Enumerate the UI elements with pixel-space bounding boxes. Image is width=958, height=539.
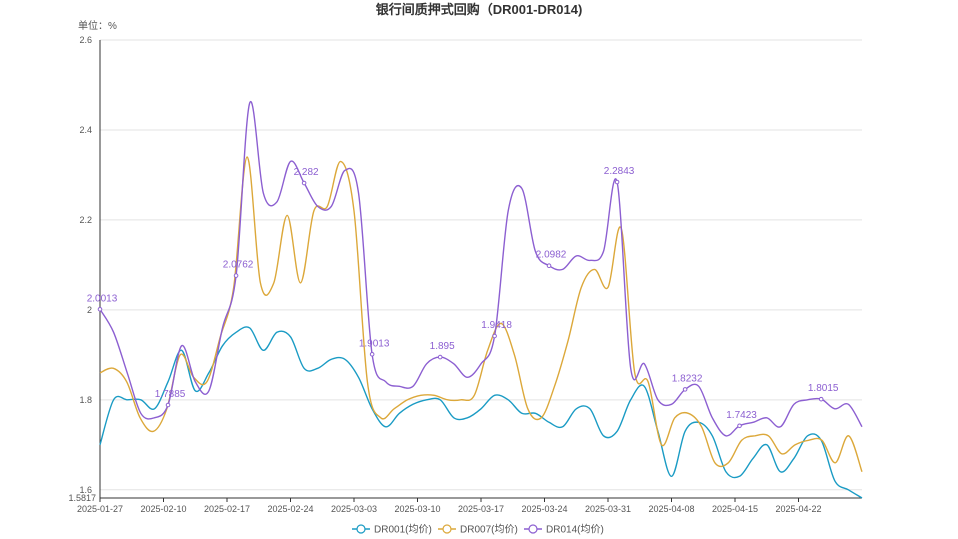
grid-lines bbox=[100, 39, 862, 491]
data-label: 2.0762 bbox=[223, 260, 254, 271]
x-tick-label: 2025-02-10 bbox=[140, 504, 186, 514]
data-label: 2.0982 bbox=[536, 250, 567, 261]
legend-item-1[interactable]: DR001(均价) bbox=[352, 524, 432, 536]
x-tick-label: 2025-03-24 bbox=[521, 504, 567, 514]
legend-item-2[interactable]: DR007(均价) bbox=[438, 524, 518, 536]
data-label: 1.895 bbox=[430, 341, 455, 352]
series-line-1[interactable] bbox=[99, 326, 863, 499]
y-tick-label: 2.4 bbox=[79, 125, 92, 135]
x-tick-label: 2025-04-08 bbox=[648, 504, 694, 514]
x-tick-label: 2025-03-17 bbox=[458, 504, 504, 514]
y-tick-label: 2.6 bbox=[79, 35, 92, 45]
data-label: 1.8232 bbox=[672, 373, 703, 384]
data-label: 2.282 bbox=[294, 167, 319, 178]
data-point-marker[interactable] bbox=[492, 333, 497, 339]
series-lines bbox=[99, 100, 863, 499]
data-point-marker[interactable] bbox=[165, 402, 171, 408]
series-line-2[interactable] bbox=[99, 156, 863, 473]
legend-item-3[interactable]: DR014(均价) bbox=[524, 524, 604, 536]
y-tick-label: 1.8 bbox=[79, 395, 92, 405]
legend-label: DR001(均价) bbox=[374, 524, 432, 536]
y-tick-label: 2 bbox=[87, 305, 92, 315]
data-labels: 2.0013 1.7885 2.0762 2.282 1.9013 1.895 1.9418… bbox=[87, 166, 839, 429]
data-label: 1.9418 bbox=[481, 320, 512, 331]
data-point-marker[interactable] bbox=[737, 423, 742, 429]
data-label: 1.9013 bbox=[359, 338, 390, 349]
chart-title: 银行间质押式回购（DR001-DR014) bbox=[376, 2, 583, 17]
data-point-marker[interactable] bbox=[818, 396, 824, 402]
x-tick-label: 2025-03-10 bbox=[394, 504, 440, 514]
unit-label: 单位：% bbox=[78, 19, 117, 32]
x-tick-label: 2025-03-31 bbox=[585, 504, 631, 514]
data-label: 1.7423 bbox=[726, 410, 757, 421]
legend-label: DR007(均价) bbox=[460, 524, 518, 536]
x-tick-label: 2025-04-15 bbox=[712, 504, 758, 514]
data-label: 1.7885 bbox=[155, 389, 186, 400]
y-tick-label: 1.6 bbox=[79, 485, 92, 495]
data-point-marker[interactable] bbox=[97, 306, 103, 312]
legend[interactable]: DR001(均价) DR007(均价) DR014(均价) bbox=[352, 524, 604, 536]
legend-circle-icon bbox=[442, 524, 452, 534]
data-point-marker[interactable] bbox=[437, 354, 443, 360]
data-label: 2.0013 bbox=[87, 293, 118, 304]
legend-circle-icon bbox=[528, 524, 538, 534]
legend-label: DR014(均价) bbox=[546, 524, 604, 536]
x-tick-label: 2025-04-22 bbox=[775, 504, 821, 514]
series-line-3[interactable] bbox=[99, 100, 863, 437]
x-tick-label: 2025-02-24 bbox=[267, 504, 313, 514]
x-tick-label: 2025-03-03 bbox=[331, 504, 377, 514]
x-tick-label: 2025-01-27 bbox=[77, 504, 123, 514]
data-point-marker[interactable] bbox=[682, 387, 688, 392]
y-min-label: 1.5817 bbox=[68, 493, 96, 503]
x-tick-label: 2025-02-17 bbox=[204, 504, 250, 514]
y-tick-label: 2.2 bbox=[79, 215, 92, 225]
data-label: 2.2843 bbox=[604, 166, 635, 177]
data-point-marker[interactable] bbox=[546, 263, 552, 268]
data-point-marker[interactable] bbox=[614, 179, 620, 185]
data-point-marker[interactable] bbox=[369, 351, 375, 357]
data-label: 1.8015 bbox=[808, 383, 839, 394]
data-point-marker[interactable] bbox=[301, 180, 307, 186]
data-point-marker[interactable] bbox=[233, 273, 239, 278]
legend-circle-icon bbox=[356, 524, 366, 534]
